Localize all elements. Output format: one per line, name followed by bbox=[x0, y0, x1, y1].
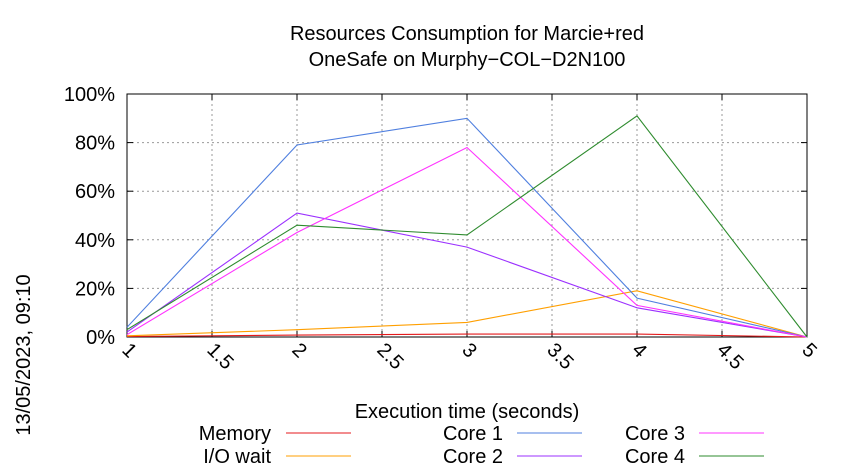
legend-label-core-3: Core 3 bbox=[625, 423, 685, 445]
legend-label-core-4: Core 4 bbox=[625, 446, 685, 468]
x-tick-label: 4 bbox=[627, 339, 650, 362]
x-axis-label: Execution time (seconds) bbox=[355, 401, 580, 423]
y-tick-label: 0% bbox=[86, 327, 115, 349]
series-line-core-3 bbox=[126, 146, 808, 338]
x-tick-label: 3 bbox=[457, 339, 480, 362]
timestamp-label: 13/05/2023, 09:10 bbox=[13, 274, 35, 435]
series-line-core-4 bbox=[126, 115, 808, 338]
y-tick-label: 100% bbox=[64, 84, 115, 106]
series-lines bbox=[126, 115, 808, 338]
legend-label-core-1: Core 1 bbox=[443, 423, 503, 445]
grid bbox=[126, 93, 808, 338]
x-tick-label: 2 bbox=[287, 339, 310, 362]
chart-title-line-1: Resources Consumption for Marcie+red bbox=[290, 23, 644, 45]
series-line-core-2 bbox=[126, 212, 808, 338]
x-tick-label: 1 bbox=[117, 339, 140, 362]
series-line-i-o-wait bbox=[126, 290, 808, 338]
legend-label-i-o-wait: I/O wait bbox=[203, 446, 271, 468]
x-tick-label: 5 bbox=[797, 339, 820, 362]
series-line-core-1 bbox=[126, 117, 808, 338]
x-tick-label: 3.5 bbox=[542, 339, 577, 374]
x-tick-label: 2.5 bbox=[372, 339, 407, 374]
series-line-memory bbox=[126, 333, 808, 338]
x-tick-label: 1.5 bbox=[202, 339, 237, 374]
axis-ticks: 0% 20% 40% 60% 80% 100% 1 1.5 2 2.5 3 3.5 4 4.5 5 bbox=[64, 84, 821, 374]
y-tick-label: 40% bbox=[75, 230, 115, 252]
y-tick-label: 80% bbox=[75, 133, 115, 155]
legend-label-memory: Memory bbox=[199, 423, 271, 445]
legend-label-core-2: Core 2 bbox=[443, 446, 503, 468]
x-tick-label: 4.5 bbox=[712, 339, 747, 374]
y-tick-label: 60% bbox=[75, 181, 115, 203]
chart-title-line-2: OneSafe on Murphy−COL−D2N100 bbox=[309, 49, 626, 71]
y-tick-label: 20% bbox=[75, 278, 115, 300]
